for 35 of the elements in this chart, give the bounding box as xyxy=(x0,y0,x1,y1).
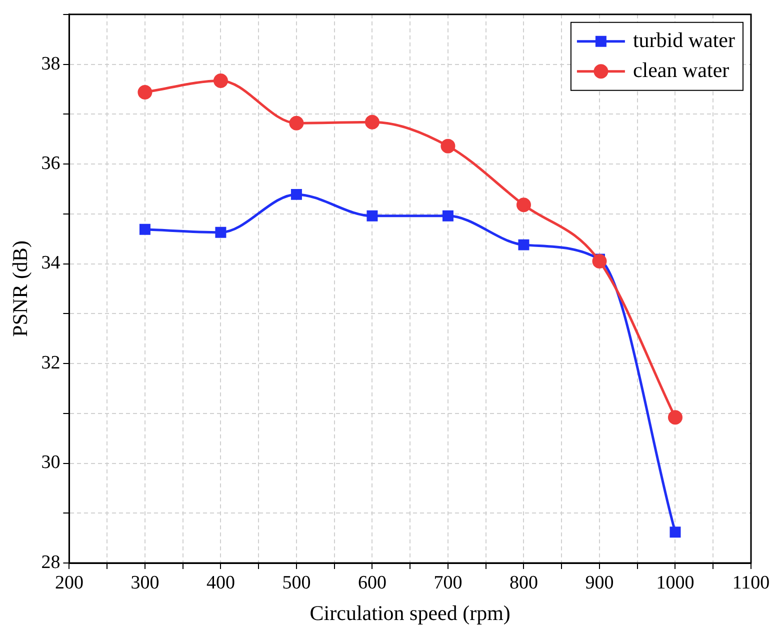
x-tick-label: 500 xyxy=(282,572,311,594)
point xyxy=(366,210,378,222)
x-tick-label: 300 xyxy=(130,572,160,594)
legend-label: clean water xyxy=(632,58,730,82)
y-tick-label: 28 xyxy=(41,552,60,573)
legend-label: turbid water xyxy=(632,28,736,52)
point xyxy=(139,224,150,235)
x-tick-label: 600 xyxy=(358,572,386,594)
y-axis-title: PSNR (dB) xyxy=(8,240,32,337)
point xyxy=(670,526,681,538)
x-tick-label: 700 xyxy=(434,572,462,594)
point xyxy=(442,210,454,222)
x-tick-label: 1000 xyxy=(656,572,694,594)
point xyxy=(215,226,226,238)
point xyxy=(668,410,682,425)
y-tick-label: 36 xyxy=(41,153,60,174)
x-tick-label: 800 xyxy=(509,572,538,594)
y-tick-label: 32 xyxy=(41,352,60,374)
x-tick-label: 400 xyxy=(206,572,235,594)
x-tick-label: 900 xyxy=(585,572,614,594)
x-tick-label: 1100 xyxy=(732,572,770,594)
point xyxy=(213,73,228,88)
point xyxy=(518,239,530,250)
point xyxy=(290,188,302,200)
x-axis-title: Circulation speed (rpm) xyxy=(310,600,510,625)
point xyxy=(364,114,380,130)
point xyxy=(592,254,607,269)
point xyxy=(440,138,456,154)
x-tick-label: 200 xyxy=(54,572,84,594)
y-tick-label: 38 xyxy=(41,53,60,74)
y-tick-label: 34 xyxy=(41,252,61,274)
y-tick-label: 30 xyxy=(41,452,60,474)
point xyxy=(138,84,152,100)
point xyxy=(516,198,531,212)
point xyxy=(289,116,304,130)
